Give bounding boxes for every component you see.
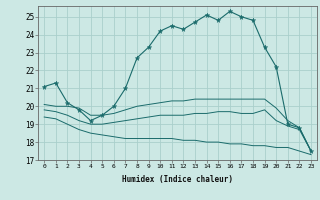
X-axis label: Humidex (Indice chaleur): Humidex (Indice chaleur)	[122, 175, 233, 184]
